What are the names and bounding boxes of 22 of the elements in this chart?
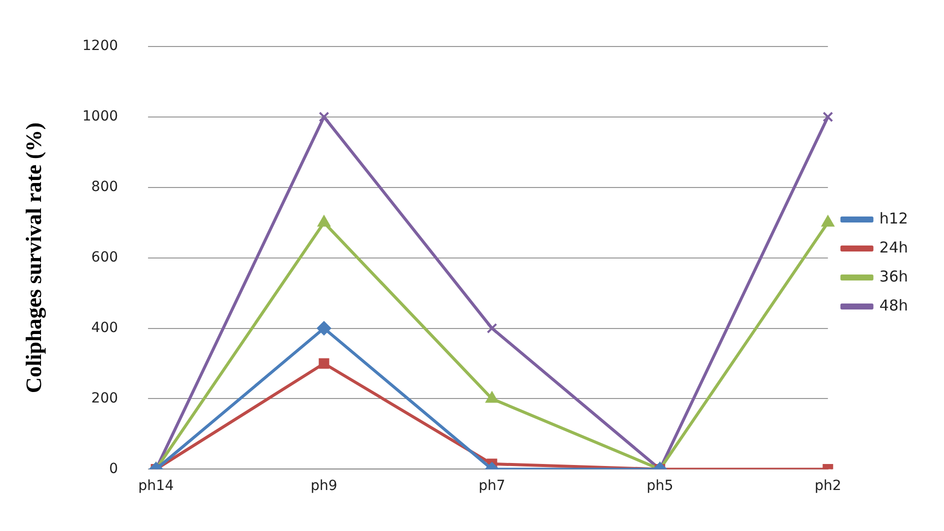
- y-axis-title: Coliphages survival rate (%): [20, 122, 46, 394]
- point: [822, 216, 834, 227]
- y-tick-label: 400: [91, 320, 118, 336]
- legend-label: 36h: [879, 267, 908, 286]
- legend-label: 24h: [879, 238, 908, 256]
- legend-label: h12: [879, 209, 908, 228]
- point: [318, 216, 330, 227]
- point: [822, 112, 834, 122]
- x-tick-label: ph5: [646, 478, 674, 494]
- y-tick-label: 800: [91, 178, 118, 195]
- y-tick-label: 0: [109, 460, 118, 477]
- y-tick-label: 1200: [82, 38, 118, 54]
- x-tick-label: ph14: [138, 478, 174, 494]
- y-tick-label: 1000: [82, 108, 118, 125]
- y-tick-label: 200: [91, 390, 118, 406]
- x-tick-label: ph9: [310, 478, 338, 494]
- x-tick-label: ph2: [814, 478, 842, 494]
- y-tick-label: 600: [91, 249, 118, 266]
- point: [486, 392, 498, 403]
- legend-label: 48h: [879, 296, 908, 314]
- x-tick-label: ph7: [478, 478, 506, 494]
- point: [318, 112, 330, 122]
